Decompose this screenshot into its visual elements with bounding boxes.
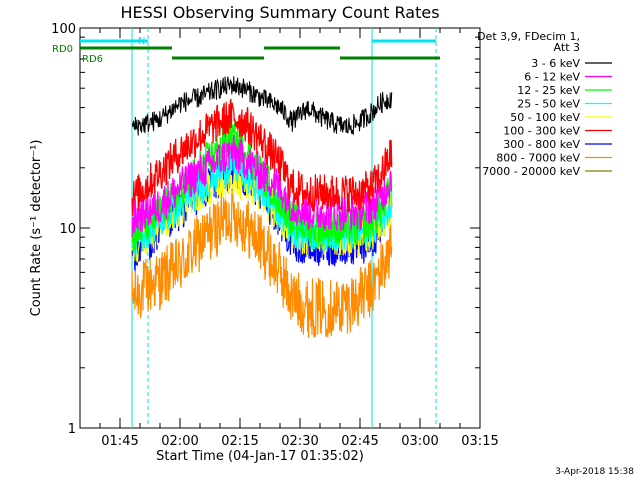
legend-item-label: 300 - 800 keV <box>503 138 580 151</box>
legend-item-label: 7000 - 20000 keV <box>482 165 580 178</box>
x-axis-label: Start Time (04-Jan-17 01:35:02) <box>156 449 364 464</box>
n-flag-label: N <box>138 36 145 47</box>
x-tick-label: 02:15 <box>221 434 258 449</box>
legend-item-label: 25 - 50 keV <box>517 98 580 111</box>
x-tick-label: 03:00 <box>401 434 438 449</box>
series-line <box>131 76 393 136</box>
legend-item-label: 50 - 100 keV <box>510 111 580 124</box>
legend-item-label: 100 - 300 keV <box>503 125 580 138</box>
y-tick-label: 1 <box>68 422 76 437</box>
legend-header: Att 3 <box>554 41 580 54</box>
x-tick-label: 02:00 <box>161 434 198 449</box>
series-group <box>131 76 393 338</box>
y-tick-label: 100 <box>51 22 76 37</box>
x-tick-label: 02:45 <box>341 434 378 449</box>
series-line <box>131 98 393 216</box>
date-stamp: 3-Apr-2018 15:38 <box>555 467 634 477</box>
legend-item-label: 12 - 25 keV <box>517 84 580 97</box>
x-tick-label: 03:15 <box>461 434 498 449</box>
y-tick-label: 10 <box>59 222 76 237</box>
legend-item-label: 6 - 12 keV <box>524 71 580 84</box>
legend-item-label: 3 - 6 keV <box>531 57 580 70</box>
legend-item-label: 800 - 7000 keV <box>496 152 580 165</box>
chart-title: HESSI Observing Summary Count Rates <box>120 3 439 22</box>
x-tick-label: 01:45 <box>101 434 138 449</box>
y-axis-label: Count Rate (s⁻¹ detector⁻¹) <box>29 140 44 317</box>
rd0-flag-label: RD0 <box>52 44 73 55</box>
series-line <box>131 183 393 338</box>
rd6-flag-label: RD6 <box>82 54 103 65</box>
x-tick-label: 02:30 <box>281 434 318 449</box>
legend-header: Det 3,9, FDecim 1, <box>477 30 580 43</box>
